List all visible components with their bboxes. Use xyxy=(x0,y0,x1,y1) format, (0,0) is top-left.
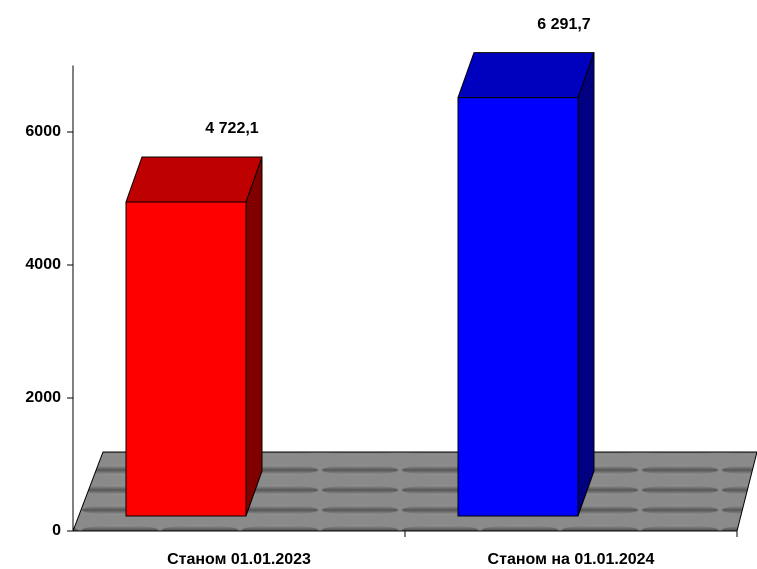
bar-side xyxy=(577,52,595,517)
value-label: 6 291,7 xyxy=(537,16,590,33)
bar xyxy=(125,201,247,517)
y-tick-label: 6000 xyxy=(25,123,61,140)
value-label: 4 722,1 xyxy=(205,120,258,137)
y-tick-label: 4000 xyxy=(25,256,61,273)
bar-top xyxy=(457,52,595,99)
bar-side xyxy=(245,156,263,517)
y-tick-label: 2000 xyxy=(25,389,61,406)
x-tick-label: Станом 01.01.2023 xyxy=(167,551,311,568)
bar-top xyxy=(125,156,263,203)
y-tick-label: 0 xyxy=(52,522,61,539)
bar xyxy=(457,97,579,517)
x-tick-label: Станом на 01.01.2024 xyxy=(488,551,655,568)
